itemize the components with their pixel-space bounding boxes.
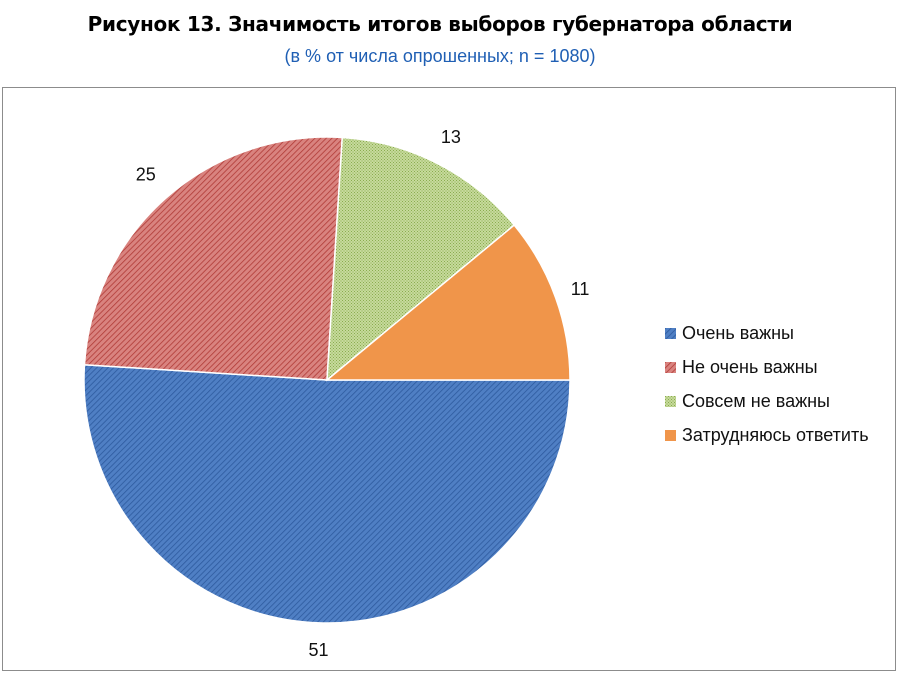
pie-slice — [83, 136, 344, 381]
data-label: 25 — [136, 164, 156, 184]
pie-slice — [83, 363, 571, 624]
chart-title: Рисунок 13. Значимость итогов выборов гу… — [87, 12, 793, 36]
plot-area — [2, 87, 896, 671]
legend-item: Не очень важны — [665, 350, 869, 384]
pie-slice — [326, 136, 516, 382]
legend-label: Очень важны — [682, 322, 794, 343]
data-label: 51 — [309, 640, 329, 660]
data-label: 13 — [441, 127, 461, 147]
pie-slice — [324, 224, 571, 381]
legend-label: Затрудняюсь ответить — [682, 424, 869, 445]
legend-item: Затрудняюсь ответить — [665, 418, 869, 452]
legend-swatch-icon — [665, 327, 676, 339]
legend-item: Совсем не важны — [665, 384, 869, 418]
chart-subtitle: (в % от числа опрошенных; n = 1080) — [284, 46, 596, 66]
legend-label: Совсем не важны — [682, 390, 830, 411]
legend-label: Не очень важны — [682, 356, 818, 377]
legend: Очень важны Не очень важны Совсем не важ… — [665, 316, 869, 452]
legend-swatch-icon — [665, 361, 676, 373]
legend-item: Очень важны — [665, 316, 869, 350]
legend-swatch-icon — [665, 429, 676, 441]
legend-swatch-icon — [665, 395, 676, 407]
data-label: 11 — [571, 279, 590, 299]
